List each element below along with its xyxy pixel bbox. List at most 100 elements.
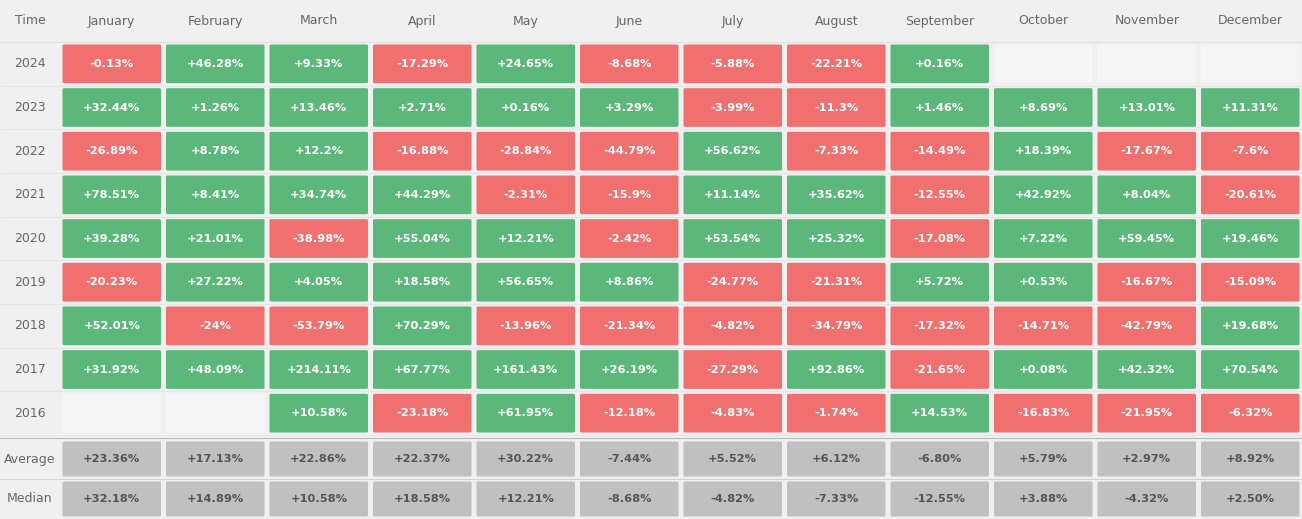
Text: -7.6%: -7.6% [1232,146,1268,156]
Text: -12.18%: -12.18% [603,408,655,418]
FancyBboxPatch shape [786,442,885,476]
FancyBboxPatch shape [165,45,264,83]
Text: -5.88%: -5.88% [711,59,755,69]
Text: -7.33%: -7.33% [814,146,858,156]
Text: +3.88%: +3.88% [1018,494,1068,504]
FancyBboxPatch shape [270,394,368,432]
Text: +3.29%: +3.29% [604,102,654,113]
FancyBboxPatch shape [786,175,885,214]
Text: +42.92%: +42.92% [1014,190,1072,200]
Text: -8.68%: -8.68% [607,59,651,69]
FancyBboxPatch shape [579,307,678,345]
FancyBboxPatch shape [786,394,885,432]
Text: +8.41%: +8.41% [190,190,240,200]
FancyBboxPatch shape [786,350,885,389]
Text: -34.79%: -34.79% [810,321,862,331]
Text: +4.05%: +4.05% [294,277,344,287]
FancyBboxPatch shape [477,350,575,389]
FancyBboxPatch shape [1098,45,1197,83]
FancyBboxPatch shape [270,307,368,345]
FancyBboxPatch shape [993,442,1092,476]
Text: +12.2%: +12.2% [294,146,344,156]
Text: +17.13%: +17.13% [186,454,243,464]
FancyBboxPatch shape [786,482,885,516]
FancyBboxPatch shape [993,175,1092,214]
FancyBboxPatch shape [993,482,1092,516]
Text: -53.79%: -53.79% [293,321,345,331]
FancyBboxPatch shape [372,263,471,302]
FancyBboxPatch shape [477,442,575,476]
Text: +67.77%: +67.77% [393,364,450,375]
Text: -21.34%: -21.34% [603,321,655,331]
Text: +8.69%: +8.69% [1018,102,1068,113]
Text: August: August [815,15,858,28]
Text: -26.89%: -26.89% [86,146,138,156]
Text: -21.65%: -21.65% [914,364,966,375]
FancyBboxPatch shape [165,175,264,214]
FancyBboxPatch shape [372,175,471,214]
FancyBboxPatch shape [579,45,678,83]
Text: -14.49%: -14.49% [914,146,966,156]
FancyBboxPatch shape [62,482,161,516]
FancyBboxPatch shape [891,132,990,171]
FancyBboxPatch shape [1098,307,1197,345]
Text: +5.72%: +5.72% [915,277,965,287]
FancyBboxPatch shape [891,350,990,389]
Text: +11.14%: +11.14% [704,190,762,200]
Text: -12.55%: -12.55% [914,190,966,200]
Text: -24.77%: -24.77% [707,277,759,287]
FancyBboxPatch shape [579,88,678,127]
FancyBboxPatch shape [477,394,575,432]
Text: +59.45%: +59.45% [1118,234,1176,243]
FancyBboxPatch shape [684,263,783,302]
Text: +161.43%: +161.43% [493,364,559,375]
Text: +61.95%: +61.95% [497,408,555,418]
Text: -16.83%: -16.83% [1017,408,1069,418]
FancyBboxPatch shape [891,45,990,83]
FancyBboxPatch shape [786,219,885,258]
FancyBboxPatch shape [270,175,368,214]
Text: November: November [1115,15,1180,28]
Text: -14.71%: -14.71% [1017,321,1069,331]
Text: -2.42%: -2.42% [607,234,651,243]
FancyBboxPatch shape [62,442,161,476]
Text: +8.04%: +8.04% [1122,190,1172,200]
FancyBboxPatch shape [1200,219,1299,258]
FancyBboxPatch shape [165,350,264,389]
FancyBboxPatch shape [1200,88,1299,127]
Text: -21.31%: -21.31% [810,277,862,287]
FancyBboxPatch shape [62,88,161,127]
Text: +8.78%: +8.78% [190,146,240,156]
Text: +5.52%: +5.52% [708,454,758,464]
Text: +5.79%: +5.79% [1018,454,1068,464]
FancyBboxPatch shape [786,45,885,83]
Text: +0.16%: +0.16% [501,102,551,113]
Text: March: March [299,15,339,28]
Text: +214.11%: +214.11% [286,364,352,375]
Text: -13.96%: -13.96% [500,321,552,331]
Text: +10.58%: +10.58% [290,408,348,418]
Text: -0.13%: -0.13% [90,59,134,69]
Text: -38.98%: -38.98% [293,234,345,243]
Text: -12.55%: -12.55% [914,494,966,504]
Text: +6.12%: +6.12% [811,454,861,464]
FancyBboxPatch shape [579,394,678,432]
Text: +0.08%: +0.08% [1018,364,1068,375]
Text: +18.58%: +18.58% [393,494,450,504]
FancyBboxPatch shape [579,263,678,302]
Text: +12.21%: +12.21% [497,234,555,243]
Text: +1.26%: +1.26% [190,102,240,113]
FancyBboxPatch shape [891,175,990,214]
FancyBboxPatch shape [62,45,161,83]
FancyBboxPatch shape [372,482,471,516]
Text: +46.28%: +46.28% [186,59,243,69]
Text: Median: Median [8,493,53,506]
FancyBboxPatch shape [786,88,885,127]
FancyBboxPatch shape [372,307,471,345]
FancyBboxPatch shape [684,394,783,432]
Text: 2017: 2017 [14,363,46,376]
Text: +19.46%: +19.46% [1221,234,1279,243]
FancyBboxPatch shape [165,88,264,127]
Text: +70.29%: +70.29% [393,321,450,331]
Text: +23.36%: +23.36% [83,454,141,464]
